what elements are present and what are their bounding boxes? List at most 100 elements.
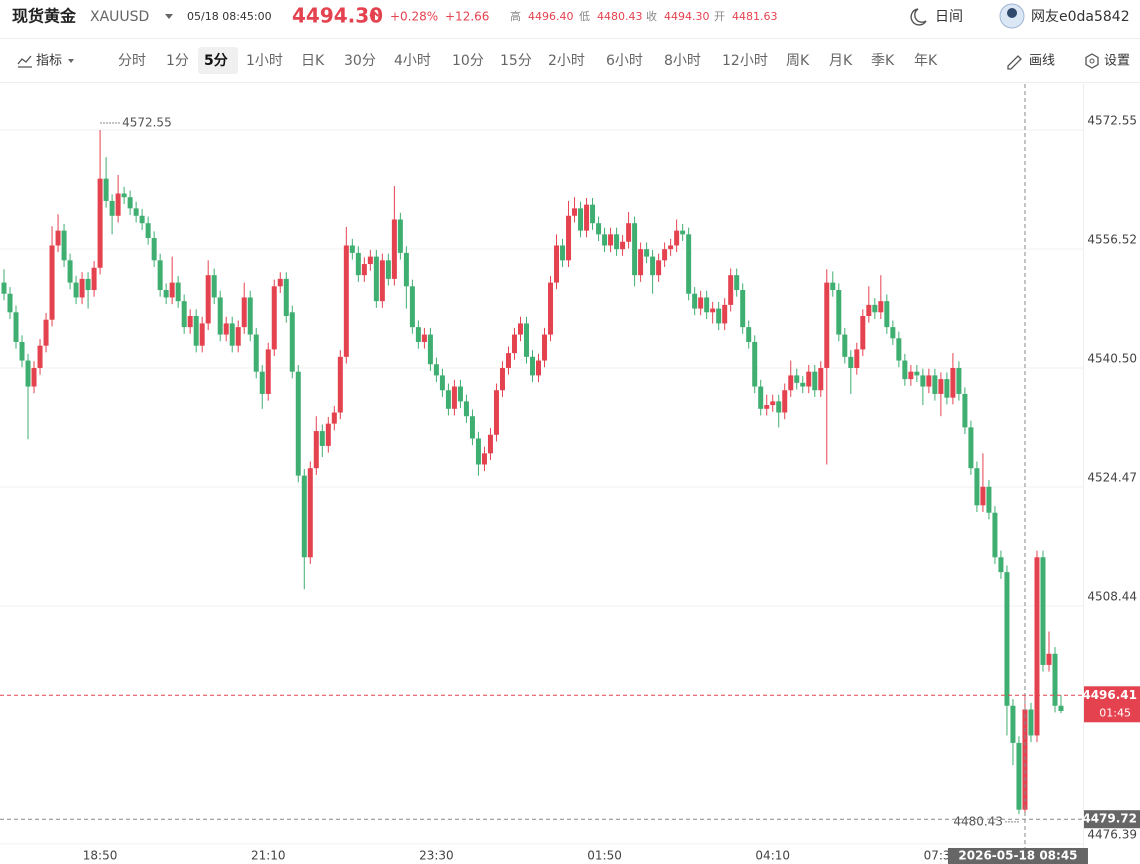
candle-body (686, 234, 692, 294)
candle-body (67, 260, 73, 283)
period-tab[interactable]: 2小时 (548, 53, 585, 69)
user-name[interactable]: 网友e0da5842 (1031, 9, 1130, 25)
candle-body (842, 334, 848, 357)
candle-body (926, 375, 932, 387)
instrument-symbol[interactable]: XAUUSD (90, 9, 149, 25)
candle-body (415, 327, 421, 342)
period-tab[interactable]: 周K (786, 53, 810, 69)
candle-body (902, 360, 908, 380)
candle-body (854, 349, 860, 368)
period-tab[interactable]: 10分 (452, 53, 484, 69)
draw-icon[interactable] (1007, 55, 1022, 70)
candle-body (650, 256, 656, 276)
indicator-dropdown-icon[interactable] (68, 59, 74, 63)
candle-body (866, 304, 872, 316)
candle-body (938, 379, 944, 394)
candle-body (367, 256, 373, 265)
candle-body (379, 260, 385, 302)
candle-body (361, 264, 367, 276)
period-tab[interactable]: 6小时 (606, 53, 643, 69)
candle-body (277, 278, 283, 287)
y-tick-label: 4572.55 (1087, 114, 1137, 128)
period-tab[interactable]: 年K (914, 53, 938, 69)
candle-body (1004, 572, 1010, 706)
candle-body (680, 230, 686, 235)
quote-stats: 高 4496.40 低 4480.43 收 4494.30 开 4481.63 (510, 9, 778, 23)
x-tick-label: 23:30 (419, 849, 454, 863)
candle-body (836, 290, 842, 335)
candle-body (536, 360, 542, 376)
period-tab[interactable]: 1小时 (246, 53, 283, 69)
settings-button[interactable]: 设置 (1104, 54, 1130, 69)
period-tab[interactable]: 12小时 (722, 53, 768, 69)
draw-button[interactable]: 画线 (1029, 54, 1055, 69)
candle-body (223, 323, 229, 335)
period-tab[interactable]: 1分 (166, 53, 189, 69)
candle-body (824, 282, 830, 368)
candle-body (169, 282, 175, 298)
period-tab[interactable]: 15分 (500, 53, 532, 69)
candle-body (109, 200, 115, 216)
period-tab[interactable]: 季K (871, 53, 895, 69)
period-tab[interactable]: 日K (301, 53, 325, 69)
candle-body (337, 356, 343, 413)
candle-body (445, 390, 451, 409)
candle-body (91, 267, 97, 291)
candle-body (1034, 557, 1040, 736)
candle-body (49, 245, 55, 320)
candle-body (626, 223, 632, 242)
candle-body (980, 486, 986, 506)
candle-body (163, 290, 169, 298)
candle-body (307, 468, 313, 558)
period-tab[interactable]: 30分 (344, 53, 376, 69)
candle-body (457, 386, 463, 402)
candle-body (722, 304, 728, 324)
candle-body (818, 367, 824, 391)
candle-body (848, 356, 854, 368)
candle-body (343, 245, 349, 357)
period-tab[interactable]: 月K (829, 53, 853, 69)
candle-body (79, 278, 85, 298)
crosshair-time-box (947, 848, 1088, 864)
theme-icon[interactable] (910, 8, 927, 26)
candle-body (566, 215, 572, 261)
candle-body (121, 193, 127, 198)
indicator-button[interactable]: 指标 (36, 54, 62, 69)
settings-icon[interactable] (1085, 53, 1099, 69)
high-label: 4572.55 (122, 116, 172, 130)
candle-body (530, 356, 535, 376)
candle-body (31, 367, 37, 387)
candle-body (584, 204, 590, 231)
candle-body (554, 245, 560, 283)
indicator-icon[interactable] (17, 55, 32, 68)
candle-body (385, 260, 391, 279)
period-tab[interactable]: 5分 (204, 53, 228, 69)
stat-value: 4481.63 (732, 10, 778, 23)
period-tabs: 分时 1分 5分 1小时 日K 30分 4小时 10分 15分 2小时 6小时 8小时 12小时 周K 月K… (118, 47, 938, 74)
candle-body (992, 512, 998, 558)
candle-body (560, 245, 566, 261)
symbol-dropdown-icon[interactable] (165, 14, 173, 19)
period-tab[interactable]: 8小时 (664, 53, 701, 69)
candle-body (13, 312, 19, 342)
candle-body (247, 297, 253, 335)
candle-body (259, 371, 265, 394)
candle-body (608, 234, 614, 246)
candle-body (439, 375, 445, 391)
candle-body (794, 375, 800, 383)
candle-body (271, 286, 277, 350)
candle-body (920, 375, 926, 387)
candle-body (932, 375, 938, 394)
candle-body (241, 297, 247, 328)
period-tab[interactable]: 分时 (118, 53, 146, 69)
candle-body (469, 416, 475, 439)
candle-body (896, 338, 902, 361)
candle-body (427, 334, 433, 365)
candle-body (998, 557, 1004, 573)
theme-toggle[interactable]: 日间 (935, 9, 963, 25)
candle-body (253, 334, 259, 372)
candle-body (590, 204, 596, 224)
period-tab[interactable]: 4小时 (394, 53, 431, 69)
